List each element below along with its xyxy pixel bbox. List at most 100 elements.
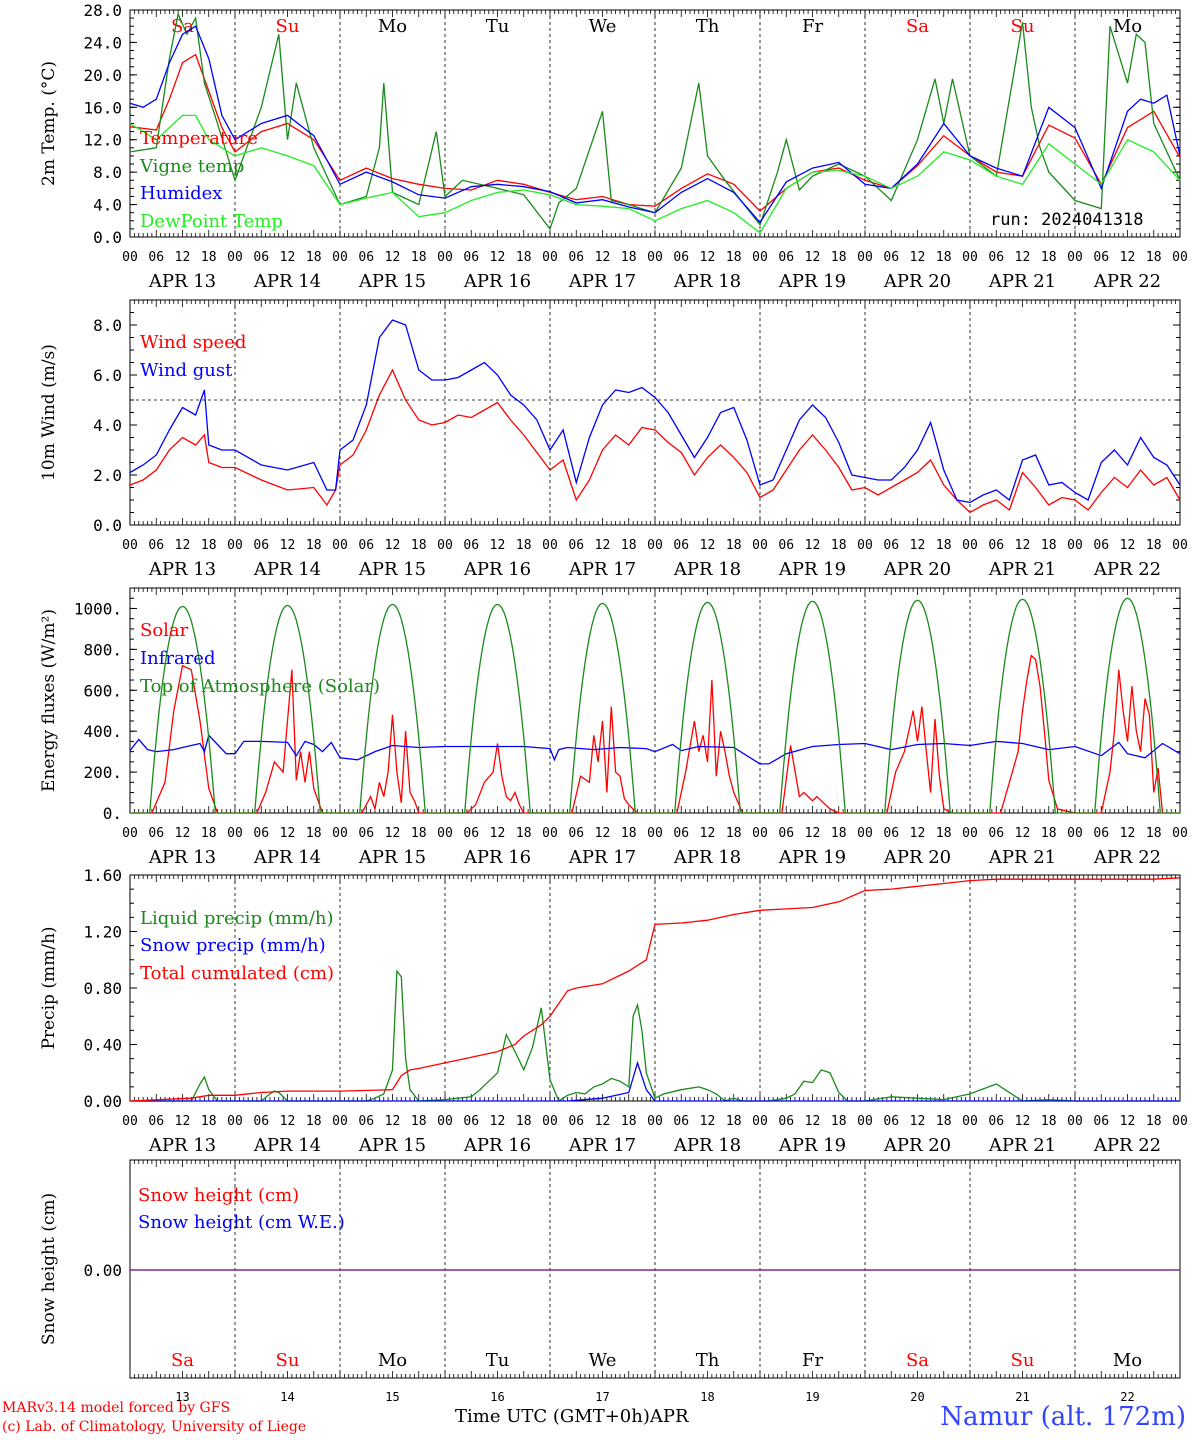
hour-tick-label: 06 bbox=[988, 538, 1004, 553]
hour-tick-label: 00 bbox=[1067, 1114, 1083, 1129]
hour-tick-label: 18 bbox=[831, 826, 847, 841]
hour-tick-label: 06 bbox=[778, 250, 794, 265]
hour-tick-label: 12 bbox=[1015, 826, 1031, 841]
legend-entry: Liquid precip (mm/h) bbox=[140, 908, 334, 929]
hour-tick-label: 00 bbox=[1172, 826, 1188, 841]
hour-tick-label: 00 bbox=[1067, 250, 1083, 265]
y-axis-label: Energy fluxes (W/m²) bbox=[39, 609, 59, 792]
hour-tick-label: 00 bbox=[227, 826, 243, 841]
y-axis-label: Precip (mm/h) bbox=[39, 926, 59, 1049]
day-number-label: 14 bbox=[280, 1390, 294, 1404]
day-number-label: 21 bbox=[1015, 1390, 1029, 1404]
hour-tick-label: 18 bbox=[516, 826, 532, 841]
hour-tick-label: 18 bbox=[201, 250, 217, 265]
hour-tick-label: 06 bbox=[778, 826, 794, 841]
y-tick-label: 4.0 bbox=[93, 196, 122, 215]
day-date-label: APR 22 bbox=[1093, 847, 1161, 868]
y-tick-label: 28.0 bbox=[83, 1, 122, 20]
hour-tick-label: 00 bbox=[962, 250, 978, 265]
hour-tick-label: 06 bbox=[463, 250, 479, 265]
hour-tick-label: 12 bbox=[175, 538, 191, 553]
hour-tick-label: 06 bbox=[883, 1114, 899, 1129]
hour-tick-label: 12 bbox=[175, 250, 191, 265]
hour-tick-label: 00 bbox=[437, 538, 453, 553]
day-date-label: APR 17 bbox=[568, 1135, 636, 1156]
hour-tick-label: 06 bbox=[253, 1114, 269, 1129]
y-tick-label: 12.0 bbox=[83, 131, 122, 150]
y-tick-label: 1.60 bbox=[83, 866, 122, 885]
weekday-label: Su bbox=[276, 1350, 300, 1371]
hour-tick-label: 00 bbox=[857, 1114, 873, 1129]
hour-tick-label: 00 bbox=[437, 250, 453, 265]
hour-tick-label: 12 bbox=[175, 1114, 191, 1129]
hour-tick-label: 06 bbox=[1093, 826, 1109, 841]
hour-tick-label: 00 bbox=[122, 1114, 138, 1129]
hour-tick-label: 12 bbox=[490, 250, 506, 265]
hour-tick-label: 12 bbox=[280, 538, 296, 553]
y-tick-label: 600. bbox=[83, 681, 122, 700]
day-date-label: APR 17 bbox=[568, 271, 636, 292]
hour-tick-label: 00 bbox=[962, 826, 978, 841]
hour-tick-label: 18 bbox=[411, 1114, 427, 1129]
hour-tick-label: 06 bbox=[463, 826, 479, 841]
day-date-label: APR 16 bbox=[463, 271, 531, 292]
hour-tick-label: 00 bbox=[1172, 250, 1188, 265]
hour-tick-label: 00 bbox=[1067, 538, 1083, 553]
y-tick-label: 8.0 bbox=[93, 316, 122, 335]
weekday-label: We bbox=[589, 1350, 617, 1371]
y-tick-label: 1000. bbox=[74, 599, 122, 618]
hour-tick-label: 18 bbox=[831, 538, 847, 553]
day-number-label: 17 bbox=[595, 1390, 609, 1404]
hour-tick-label: 12 bbox=[805, 826, 821, 841]
hour-tick-label: 12 bbox=[805, 538, 821, 553]
hour-tick-label: 00 bbox=[752, 1114, 768, 1129]
hour-tick-label: 18 bbox=[621, 250, 637, 265]
hour-tick-label: 06 bbox=[778, 1114, 794, 1129]
hour-tick-label: 06 bbox=[253, 538, 269, 553]
day-date-label: APR 18 bbox=[673, 559, 741, 580]
hour-tick-label: 18 bbox=[831, 1114, 847, 1129]
legend-entry: Total cumulated (cm) bbox=[140, 963, 334, 984]
day-date-label: APR 13 bbox=[148, 1135, 216, 1156]
weekday-label: Tu bbox=[486, 1350, 510, 1371]
hour-tick-label: 06 bbox=[883, 538, 899, 553]
hour-tick-label: 18 bbox=[201, 538, 217, 553]
hour-tick-label: 18 bbox=[726, 826, 742, 841]
hour-tick-label: 12 bbox=[595, 826, 611, 841]
y-tick-label: 0.0 bbox=[93, 516, 122, 535]
legend-entry: Snow precip (mm/h) bbox=[140, 935, 326, 956]
day-date-label: APR 19 bbox=[778, 1135, 846, 1156]
hour-tick-label: 12 bbox=[490, 538, 506, 553]
day-number-label: 15 bbox=[385, 1390, 399, 1404]
day-number-label: 19 bbox=[805, 1390, 819, 1404]
day-date-label: APR 13 bbox=[148, 271, 216, 292]
hour-tick-label: 12 bbox=[1120, 538, 1136, 553]
hour-tick-label: 18 bbox=[1041, 826, 1057, 841]
hour-tick-label: 12 bbox=[910, 538, 926, 553]
hour-tick-label: 18 bbox=[936, 826, 952, 841]
day-date-label: APR 16 bbox=[463, 559, 531, 580]
weekday-label: Sa bbox=[906, 1350, 929, 1371]
hour-tick-label: 18 bbox=[1146, 250, 1162, 265]
run-label: run: 2024041318 bbox=[990, 210, 1144, 230]
hour-tick-label: 00 bbox=[542, 826, 558, 841]
hour-tick-label: 12 bbox=[595, 250, 611, 265]
legend-entry: Top of Atmosphere (Solar) bbox=[140, 676, 380, 697]
hour-tick-label: 00 bbox=[122, 538, 138, 553]
hour-tick-label: 00 bbox=[962, 538, 978, 553]
weekday-label: Su bbox=[1011, 1350, 1035, 1371]
day-date-label: APR 17 bbox=[568, 847, 636, 868]
hour-tick-label: 18 bbox=[1041, 250, 1057, 265]
y-tick-label: 6.0 bbox=[93, 366, 122, 385]
hour-tick-label: 00 bbox=[332, 1114, 348, 1129]
hour-tick-label: 06 bbox=[568, 538, 584, 553]
hour-tick-label: 18 bbox=[1041, 1114, 1057, 1129]
day-date-label: APR 21 bbox=[988, 271, 1056, 292]
weekday-label: Fr bbox=[802, 1350, 823, 1371]
hour-tick-label: 00 bbox=[122, 250, 138, 265]
legend-entry: Wind gust bbox=[140, 360, 233, 381]
hour-tick-label: 06 bbox=[148, 1114, 164, 1129]
hour-tick-label: 00 bbox=[647, 250, 663, 265]
series-line bbox=[129, 877, 1181, 1102]
